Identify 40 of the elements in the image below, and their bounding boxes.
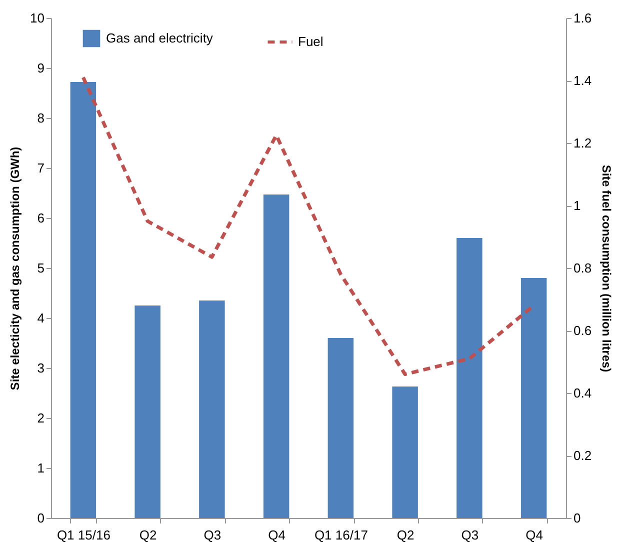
bar — [392, 386, 418, 518]
y-tick-label: 3 — [37, 360, 44, 376]
y-tick-label: 5 — [37, 260, 44, 276]
y-tick-label: 1 — [37, 460, 44, 476]
x-tick-label: Q2 — [139, 528, 157, 542]
y-tick-label: 10 — [30, 10, 44, 26]
x-tick-label: Q3 — [461, 528, 479, 542]
y2-tick-label: 1 — [574, 198, 581, 213]
legend-label: Fuel — [298, 34, 324, 49]
y2-tick-label: 0.8 — [574, 260, 592, 276]
y-tick-label: 2 — [37, 410, 44, 426]
y2-tick-label: 1.6 — [574, 10, 592, 26]
y2-tick-label: 0.2 — [574, 448, 592, 463]
legend-label: Gas and electricity — [106, 30, 214, 46]
y-tick-label: 6 — [37, 210, 44, 226]
y-axis-title: Site electicity and gas consumption (GWh) — [8, 146, 22, 390]
bar — [456, 238, 482, 518]
y2-tick-label: 0.4 — [574, 386, 592, 400]
x-tick-label: Q1 15/16 — [56, 528, 110, 542]
bar — [328, 338, 354, 518]
x-tick-label: Q2 — [396, 528, 414, 542]
x-tick-label: Q4 — [268, 528, 286, 542]
x-tick-label: Q4 — [526, 528, 543, 542]
y2-tick-label: 0 — [574, 510, 581, 526]
y2-tick-label: 1.2 — [574, 136, 592, 150]
x-tick-label: Q1 16/17 — [314, 528, 368, 542]
bar — [134, 306, 160, 518]
y-tick-label: 8 — [37, 110, 44, 126]
y2-tick-label: 0.6 — [574, 323, 592, 338]
bar — [199, 300, 225, 518]
x-tick-label: Q3 — [204, 528, 222, 542]
y2-axis-title: Site fuel consumption (million litres) — [600, 164, 614, 372]
y-tick-label: 4 — [37, 310, 44, 326]
bar — [520, 278, 547, 518]
y-tick-label: 7 — [37, 160, 44, 176]
y2-tick-label: 1.4 — [574, 73, 592, 88]
y-tick-label: 0 — [37, 510, 44, 526]
y-tick-label: 9 — [37, 60, 44, 76]
bar — [70, 82, 96, 518]
bar — [263, 194, 290, 518]
